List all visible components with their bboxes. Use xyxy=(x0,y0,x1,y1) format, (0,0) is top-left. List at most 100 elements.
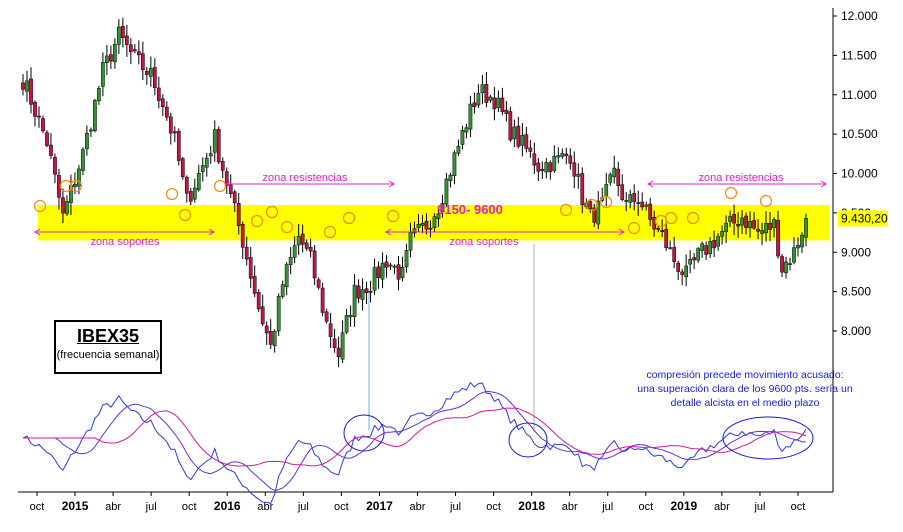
candle-down xyxy=(21,82,25,90)
candle xyxy=(636,190,641,217)
y-tick-label: 10.500 xyxy=(841,127,878,141)
candle-down xyxy=(632,193,637,203)
band-label: 9150- 9600 xyxy=(437,202,503,217)
candle-up xyxy=(296,235,301,246)
candle xyxy=(160,94,165,116)
candle-up xyxy=(488,96,493,101)
candle xyxy=(632,184,637,211)
candle-up xyxy=(428,227,433,230)
x-tick-label: oct xyxy=(486,501,501,513)
candle xyxy=(524,126,529,153)
x-tick-label: abr xyxy=(410,501,426,513)
candle xyxy=(804,213,808,247)
candle xyxy=(220,157,225,179)
candle xyxy=(360,278,365,311)
candle xyxy=(460,125,465,150)
candle-up xyxy=(388,264,393,267)
annotation-line-1: compresión precede movimiento acusado: xyxy=(646,369,843,381)
touch-circle xyxy=(213,179,227,193)
candle xyxy=(688,250,692,274)
candle-down xyxy=(640,201,645,208)
candle xyxy=(800,232,804,253)
candle xyxy=(692,252,696,270)
candle xyxy=(352,274,357,328)
x-tick-label: abr xyxy=(562,501,578,513)
candle-down xyxy=(756,228,760,232)
candle xyxy=(784,256,788,279)
candle-down xyxy=(121,25,125,38)
candle-up xyxy=(113,44,117,63)
candle-up xyxy=(560,153,565,157)
candle xyxy=(264,321,269,345)
candle xyxy=(580,167,585,214)
resistance-zone-arrow-1-head-right xyxy=(388,180,395,188)
candle xyxy=(552,145,557,174)
candle-up xyxy=(792,247,796,263)
candle-up xyxy=(452,152,457,176)
candle-up xyxy=(408,232,413,251)
candle xyxy=(772,217,776,238)
candle-up xyxy=(416,223,421,228)
x-tick-label: oct xyxy=(334,501,349,513)
candle-down xyxy=(260,306,265,325)
candle xyxy=(644,201,649,211)
candle xyxy=(121,17,125,48)
candle-down xyxy=(548,162,553,173)
x-tick-label: jul xyxy=(601,501,613,513)
candle-up xyxy=(716,236,720,247)
candle-down xyxy=(620,184,625,200)
candle-up xyxy=(684,265,689,277)
candle-down xyxy=(616,168,621,186)
candle-up xyxy=(148,67,153,77)
candle xyxy=(304,239,309,251)
candle xyxy=(752,212,756,230)
x-tick-label: jul xyxy=(297,501,309,513)
candle xyxy=(356,279,361,304)
candle-up xyxy=(728,216,732,222)
candle-down xyxy=(524,134,529,149)
candle xyxy=(144,66,149,85)
candle xyxy=(664,221,669,251)
candle-down xyxy=(492,97,497,110)
candle-down xyxy=(356,285,361,299)
candle xyxy=(788,257,792,271)
oscillator-layer xyxy=(22,381,814,505)
compression-ellipse-1 xyxy=(343,414,385,452)
x-tick-label: oct xyxy=(182,501,197,513)
candle xyxy=(49,132,53,160)
touch-circle xyxy=(323,225,337,239)
candle-up xyxy=(612,167,617,178)
labels-layer: 9150- 9600 zona soportes zona resistenci… xyxy=(90,172,852,409)
candle xyxy=(480,75,485,105)
candle-down xyxy=(33,101,37,117)
candle-up xyxy=(81,149,85,171)
candle-up xyxy=(196,172,201,191)
x-tick-label: jul xyxy=(449,501,461,513)
candle xyxy=(768,212,772,242)
candle xyxy=(656,225,661,233)
candle xyxy=(516,116,521,149)
candle-down xyxy=(45,132,49,146)
candle xyxy=(628,189,633,209)
candle-up xyxy=(740,217,744,226)
candle-down xyxy=(133,49,137,52)
touch-circle xyxy=(250,214,264,228)
candle-up xyxy=(700,243,704,251)
candle-up xyxy=(460,130,465,145)
candle xyxy=(89,127,93,138)
resistance-zone-arrow-2-head-right xyxy=(820,180,827,188)
candle xyxy=(672,236,677,269)
candle xyxy=(464,123,469,139)
candle xyxy=(724,215,728,244)
candle xyxy=(65,195,69,216)
touch-circle xyxy=(664,211,678,225)
candle-up xyxy=(192,187,197,200)
candle xyxy=(101,52,105,97)
candle xyxy=(748,211,752,238)
candle-down xyxy=(252,276,257,294)
candle xyxy=(452,150,457,185)
candle-down xyxy=(244,247,249,260)
candle-down xyxy=(184,176,189,194)
y-tick-label: 11.500 xyxy=(841,48,877,62)
candle-up xyxy=(280,284,285,297)
